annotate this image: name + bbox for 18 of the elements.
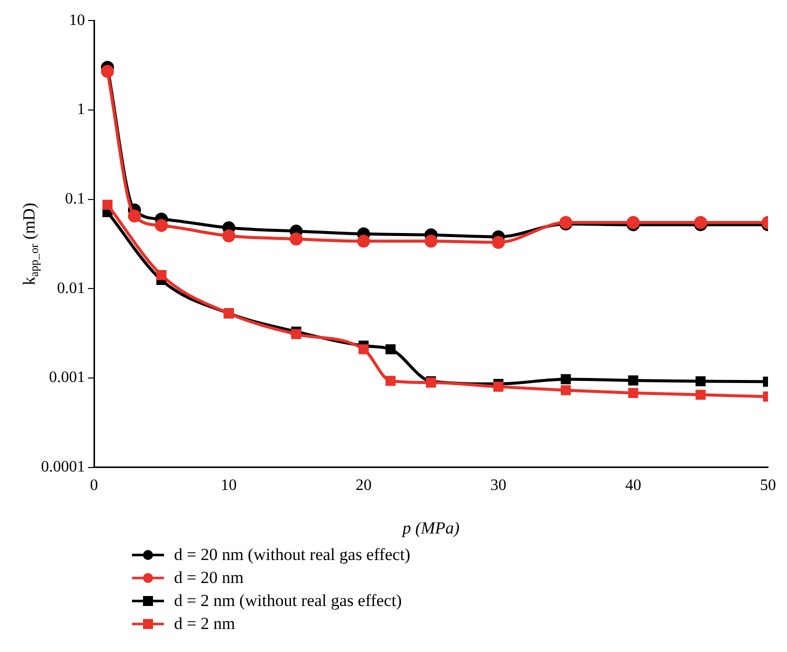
y-tick-label: 0.0001	[41, 458, 85, 476]
y-tick-label: 0.01	[57, 280, 85, 297]
y-tick-label: 10	[69, 12, 85, 29]
x-tick-label: 50	[760, 477, 776, 494]
y-tick-label: 1	[77, 101, 85, 118]
y-tick-label: 0.001	[49, 369, 85, 386]
x-tick-label: 0	[90, 477, 98, 494]
x-tick-label: 20	[356, 477, 372, 494]
x-tick-label: 30	[490, 477, 506, 494]
x-axis-title: p (MPa)	[401, 518, 460, 538]
legend-label: d = 2 nm	[174, 613, 236, 635]
legend-label: d = 20 nm	[174, 567, 244, 589]
legend-label: d = 2 nm (without real gas effect)	[174, 590, 402, 612]
y-axis-title: kapp_or (mD)	[19, 202, 42, 286]
x-tick-label: 10	[220, 477, 237, 494]
x-tick-label: 40	[625, 477, 642, 494]
legend-label: d = 20 nm (without real gas effect)	[174, 544, 410, 566]
y-tick-label: 0.1	[65, 190, 85, 208]
